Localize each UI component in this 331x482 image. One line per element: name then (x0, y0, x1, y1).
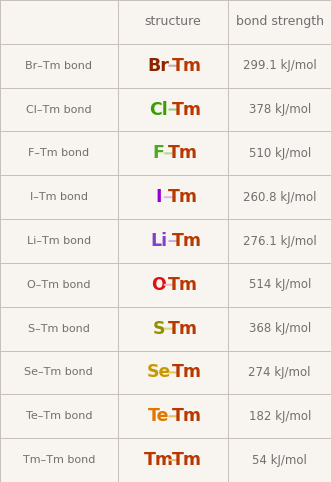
Text: 182 kJ/mol: 182 kJ/mol (249, 410, 311, 423)
Text: 260.8 kJ/mol: 260.8 kJ/mol (243, 191, 316, 204)
Text: 299.1 kJ/mol: 299.1 kJ/mol (243, 59, 316, 72)
Text: Tm: Tm (167, 276, 198, 294)
Text: Li–Tm bond: Li–Tm bond (27, 236, 91, 246)
Text: Tm: Tm (172, 363, 202, 381)
Text: Cl: Cl (149, 101, 168, 119)
Text: Te: Te (148, 407, 169, 425)
Text: Cl–Tm bond: Cl–Tm bond (26, 105, 92, 115)
Text: 274 kJ/mol: 274 kJ/mol (249, 366, 311, 379)
Text: Tm: Tm (167, 145, 198, 162)
Text: S–Tm bond: S–Tm bond (28, 323, 90, 334)
Text: Te–Tm bond: Te–Tm bond (25, 411, 92, 421)
Text: 54 kJ/mol: 54 kJ/mol (252, 454, 307, 467)
Text: 368 kJ/mol: 368 kJ/mol (249, 322, 311, 335)
Text: S: S (153, 320, 165, 337)
Text: I: I (156, 188, 162, 206)
Text: Tm: Tm (167, 188, 198, 206)
Text: I–Tm bond: I–Tm bond (30, 192, 88, 202)
Text: Tm: Tm (144, 451, 174, 469)
Text: 276.1 kJ/mol: 276.1 kJ/mol (243, 235, 316, 247)
Text: Tm: Tm (167, 320, 198, 337)
Text: bond strength: bond strength (236, 15, 324, 28)
Text: Br–Tm bond: Br–Tm bond (25, 61, 92, 71)
Text: O: O (151, 276, 166, 294)
Text: Se: Se (147, 363, 171, 381)
Text: Tm–Tm bond: Tm–Tm bond (23, 455, 95, 465)
Text: Tm: Tm (172, 232, 202, 250)
Text: F–Tm bond: F–Tm bond (28, 148, 89, 159)
Text: Tm: Tm (172, 57, 202, 75)
Text: Tm: Tm (172, 101, 202, 119)
Text: 510 kJ/mol: 510 kJ/mol (249, 147, 311, 160)
Text: Tm: Tm (172, 407, 202, 425)
Text: Li: Li (150, 232, 167, 250)
Text: 514 kJ/mol: 514 kJ/mol (249, 278, 311, 291)
Text: Se–Tm bond: Se–Tm bond (24, 367, 93, 377)
Text: O–Tm bond: O–Tm bond (27, 280, 90, 290)
Text: 378 kJ/mol: 378 kJ/mol (249, 103, 311, 116)
Text: Tm: Tm (172, 451, 202, 469)
Text: structure: structure (145, 15, 201, 28)
Text: Br: Br (148, 57, 170, 75)
Text: F: F (153, 145, 165, 162)
